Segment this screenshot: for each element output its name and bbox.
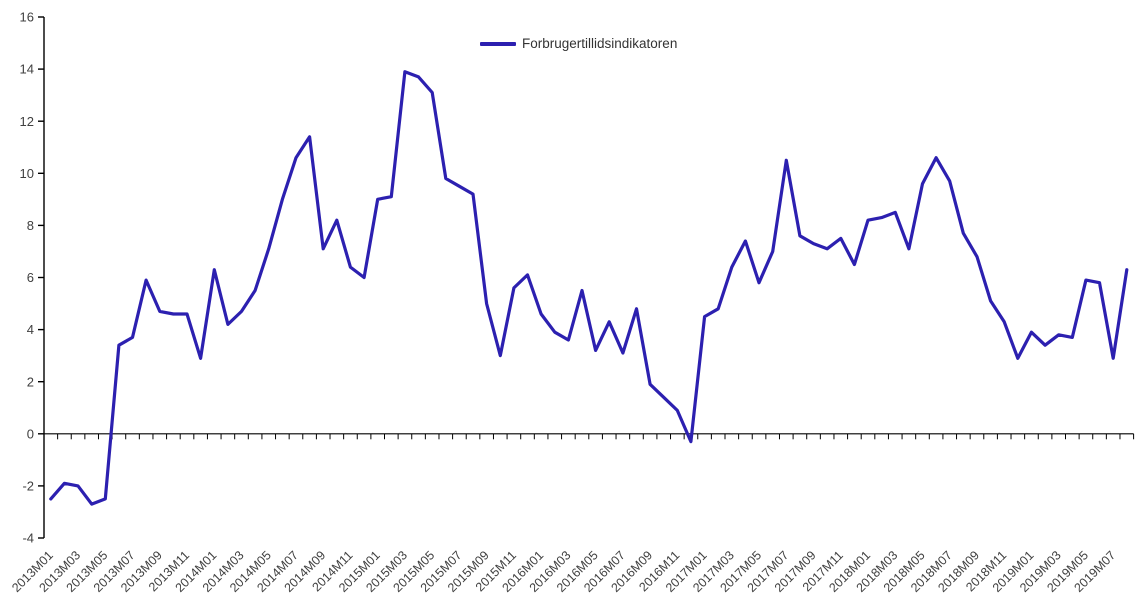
y-tick-label: 16 bbox=[20, 10, 34, 25]
y-tick-label: 4 bbox=[27, 322, 34, 337]
y-tick-label: 14 bbox=[20, 62, 34, 77]
legend-label: Forbrugertillidsindikatoren bbox=[522, 36, 678, 51]
legend-line-swatch bbox=[480, 42, 516, 46]
y-tick-label: 8 bbox=[27, 218, 34, 233]
y-tick-label: 0 bbox=[27, 426, 34, 441]
y-tick-label: 10 bbox=[20, 166, 34, 181]
y-tick-label: 12 bbox=[20, 114, 34, 129]
y-tick-label: 2 bbox=[27, 374, 34, 389]
y-tick-label: -2 bbox=[22, 479, 34, 494]
series-line-forbrugertillidsindikatoren bbox=[49, 70, 1129, 506]
y-tick-label: -4 bbox=[22, 531, 34, 546]
chart-legend: Forbrugertillidsindikatoren bbox=[480, 37, 677, 51]
y-tick-label: 6 bbox=[27, 270, 34, 285]
